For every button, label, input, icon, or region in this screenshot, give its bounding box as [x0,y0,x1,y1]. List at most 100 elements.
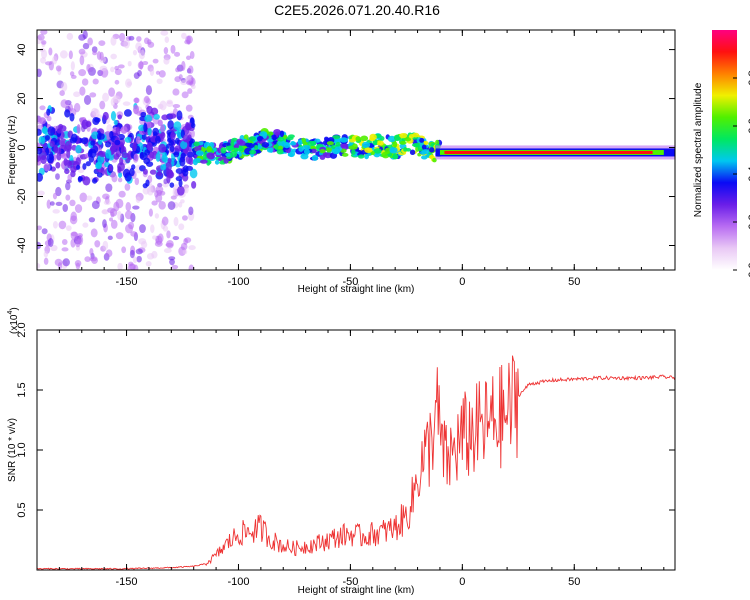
spectrogram-cell [107,235,113,241]
spectrogram-cell [48,151,54,161]
spectrogram-cell [310,148,317,154]
snr-y-axis-label: SNR (10 * v/v) [7,418,18,482]
spectrogram-cell [69,71,75,77]
spectrogram-cell [102,240,109,251]
spectrogram-cell [187,88,193,94]
spectrogram-cell [128,35,135,41]
spectrogram-cell [92,78,99,85]
spectrogram-cell [297,139,303,146]
spectrogram-cell [161,114,169,121]
spectrogram-cell [271,134,277,141]
spectrogram-cell [361,141,371,149]
spectrogram-cell [142,61,149,66]
spectrogram-cell [60,99,69,108]
spectrogram-cell [70,61,75,71]
spectrogram-cell [181,91,189,99]
spectrogram-cell [132,141,137,152]
spectrogram-cell [153,113,160,120]
spectrogram-cell [74,204,83,213]
spectrogram-cell [419,150,427,155]
spectrogram-cell [129,168,135,177]
spectrogram-cell [319,149,326,154]
spectrogram-cell [147,126,152,136]
spectrogram-cell [137,61,144,70]
spectrogram-cell [373,148,382,154]
spectrogram-cell [152,58,159,64]
spectrogram-cell [117,262,123,270]
spectrogram-cell [254,145,259,151]
spectrogram-cell [60,153,68,159]
spectrogram-cell [55,65,62,72]
spectrogram-cell [147,41,155,48]
spectrogram-cell [121,152,129,159]
spectrogram-cell [168,256,176,261]
spectrogram-cell [181,32,187,39]
spectrogram-cell [105,149,112,159]
spectrogram-cell [182,134,190,143]
spectrogram-cell [55,173,60,180]
spectrogram-band-peak [444,150,653,154]
snr-series-line [37,355,675,570]
spectrogram-cell [302,144,311,150]
spectrogram-cell [419,137,425,143]
colorbar-label: Normalized spectral amplitude [693,82,704,217]
spectrogram-cell [117,166,122,173]
spectrogram-cell [214,159,220,165]
snr-background [37,330,675,570]
spectrogram-cell [94,240,101,248]
spectrogram-cell [158,201,166,210]
spectrogram-cell [37,262,41,269]
spectrogram-cell [399,140,407,145]
spectrogram-cell [113,95,121,104]
spectrogram-cell [170,131,176,140]
y-tick-label: 20 [16,92,28,104]
spectrogram-cell [184,185,189,194]
spectrogram-cell [167,201,176,210]
spectrogram-cell [40,30,48,35]
spectrogram-cell [47,126,56,136]
spectrogram-frame [36,29,676,271]
spectrogram-cell [64,140,72,151]
spectrogram-cell [54,258,63,267]
spectrogram-cell [105,183,113,192]
spectrogram-cell [96,172,103,178]
spectrogram-cell [79,55,85,66]
spectrogram-cell [220,147,227,154]
spectrogram-cell [146,105,153,114]
spectrogram-cell [61,238,68,246]
spectrogram-cell [82,222,89,228]
spectrogram-cell [175,67,180,73]
spectrogram-cell [170,44,176,54]
spectrogram-cell [110,97,116,107]
spectrogram-cell [314,138,321,143]
spectrogram-cell [129,249,135,259]
spectrogram-cell [323,136,329,142]
spectrogram-cell [37,190,45,196]
spectrogram-cell [262,133,267,139]
spectrogram-cell [65,182,71,191]
spectrogram-cell [119,157,124,166]
spectrogram-cell [82,176,91,186]
spectrogram-cell [59,90,65,97]
spectrogram-cell [145,85,153,96]
spectrogram-cell [188,156,194,165]
spectrogram-cell [194,145,202,152]
spectrogram-cell [173,121,182,131]
spectrogram-cell [110,36,117,46]
spectrogram-cell [56,127,62,134]
spectrogram-cell [155,135,161,144]
spectrogram-cell [110,53,117,60]
spectrogram-cell [268,146,274,153]
spectrogram-cell [172,88,180,96]
spectrogram-cell [43,250,49,258]
spectrogram-cell [118,172,123,178]
y-tick-label: -40 [16,238,28,254]
spectrogram-cell [326,147,333,153]
spectrogram-cell [41,228,48,235]
spectrogram-cell [169,182,175,188]
spectrogram-cell [59,50,68,59]
spectrogram-cell [411,143,421,147]
spectrogram-cell [142,186,150,195]
spectrogram-cell [117,114,122,120]
spectrogram-cell [90,228,98,238]
